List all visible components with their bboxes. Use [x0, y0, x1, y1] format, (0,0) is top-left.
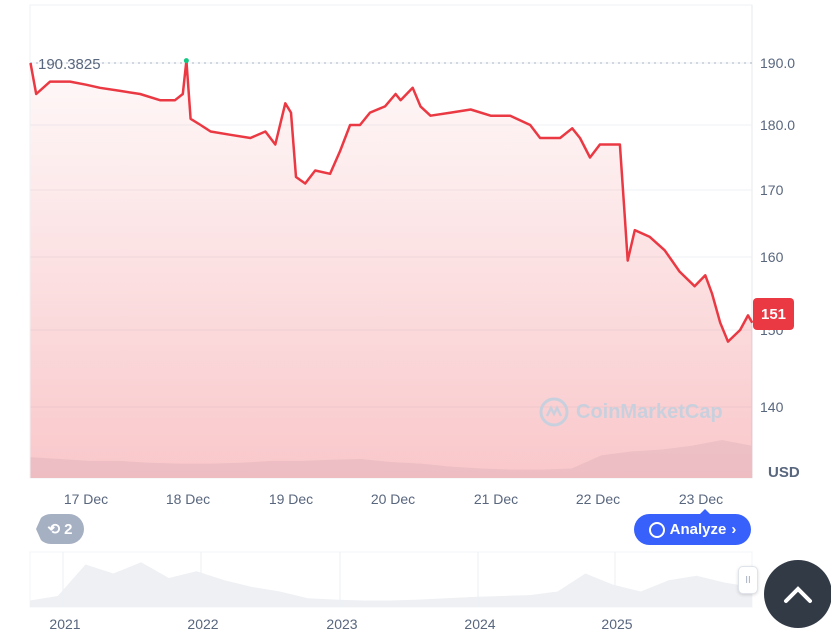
chevron-up-icon: [784, 586, 812, 603]
high-label: 190.3825: [38, 56, 101, 73]
y-tick-label: 170: [760, 182, 784, 198]
history-count: 2: [64, 520, 73, 538]
analyze-icon: [648, 521, 665, 538]
x-tick-label: 18 Dec: [166, 491, 210, 507]
navigator-year-label: 2023: [326, 616, 357, 632]
price-area-fill: [30, 60, 753, 478]
history-icon: ⟲: [47, 521, 61, 538]
navigator-area: [30, 562, 752, 607]
analyze-label: Analyze: [669, 521, 727, 538]
coinmarketcap-logo-icon: [539, 397, 569, 427]
x-tick-label: 19 Dec: [269, 491, 313, 507]
y-tick-label: 190.0: [760, 55, 795, 71]
y-tick-label: 140: [760, 399, 784, 415]
x-tick-label: 21 Dec: [474, 491, 518, 507]
navigator-year-label: 2025: [601, 616, 632, 632]
y-tick-label: 180.0: [760, 117, 795, 133]
y-tick-label: 160: [760, 249, 784, 265]
watermark-text: CoinMarketCap: [576, 400, 723, 423]
history-button[interactable]: ⟲ 2: [36, 514, 84, 544]
navigator-handle[interactable]: II: [738, 566, 758, 594]
high-marker: [183, 58, 189, 64]
x-tick-label: 23 Dec: [679, 491, 723, 507]
x-tick-label: 22 Dec: [576, 491, 620, 507]
chevron-right-icon: ›: [731, 521, 737, 538]
x-tick-label: 17 Dec: [64, 491, 108, 507]
x-tick-label: 20 Dec: [371, 491, 415, 507]
navigator-year-label: 2021: [49, 616, 80, 632]
current-price-tag: 151: [753, 298, 794, 330]
scroll-to-top-button[interactable]: [764, 560, 831, 628]
navigator-year-label: 2024: [464, 616, 495, 632]
navigator-year-label: 2022: [187, 616, 218, 632]
price-line: [29, 59, 754, 343]
analyze-button[interactable]: Analyze ›: [634, 509, 751, 545]
unit-label: USD: [768, 464, 800, 481]
watermark: CoinMarketCap: [538, 396, 723, 428]
